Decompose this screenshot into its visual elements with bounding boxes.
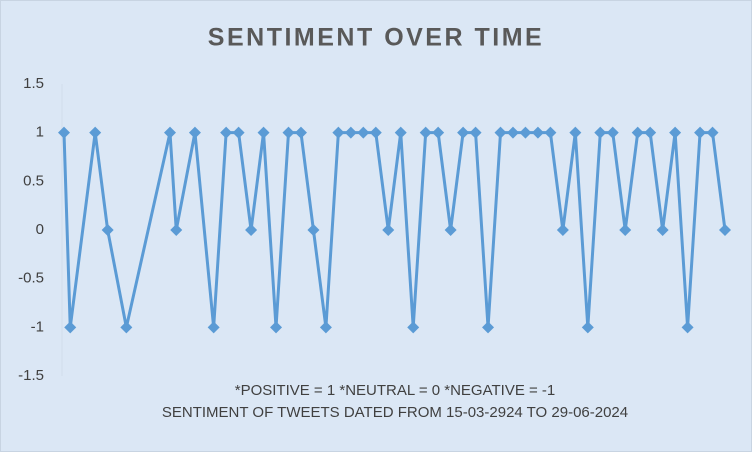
point bbox=[719, 224, 731, 236]
point bbox=[232, 126, 245, 139]
point bbox=[644, 126, 657, 139]
point bbox=[170, 224, 183, 236]
point bbox=[419, 126, 432, 139]
y-tick-label: 1 bbox=[36, 124, 44, 141]
point bbox=[257, 126, 270, 139]
point bbox=[619, 224, 632, 236]
point bbox=[444, 224, 457, 236]
point bbox=[220, 126, 233, 139]
point bbox=[581, 321, 594, 334]
point bbox=[556, 224, 569, 236]
subtitle-note: SENTIMENT OF TWEETS DATED FROM 15-03-292… bbox=[162, 404, 628, 421]
point bbox=[245, 224, 258, 236]
point bbox=[519, 126, 532, 139]
point bbox=[656, 224, 669, 236]
point bbox=[188, 126, 201, 139]
y-tick-label: -0.5 bbox=[18, 270, 44, 287]
point bbox=[506, 126, 519, 139]
point bbox=[482, 321, 495, 334]
point bbox=[319, 321, 332, 334]
point bbox=[307, 224, 320, 236]
point bbox=[64, 321, 77, 334]
legend-note: *POSITIVE = 1 *NEUTRAL = 0 *NEGATIVE = -… bbox=[235, 382, 556, 399]
point bbox=[606, 126, 619, 139]
point bbox=[332, 126, 345, 139]
y-tick-label: 0 bbox=[36, 221, 44, 238]
point bbox=[270, 321, 283, 334]
point bbox=[544, 126, 557, 139]
point bbox=[369, 126, 382, 139]
point bbox=[681, 321, 694, 334]
point bbox=[594, 126, 607, 139]
line bbox=[62, 131, 727, 329]
point bbox=[382, 224, 395, 236]
point bbox=[164, 126, 177, 139]
point bbox=[469, 126, 482, 139]
point bbox=[669, 126, 682, 139]
point bbox=[432, 126, 445, 139]
point bbox=[294, 126, 307, 139]
point bbox=[569, 126, 582, 139]
point bbox=[207, 321, 220, 334]
chart-title: SENTIMENT OVER TIME bbox=[208, 24, 544, 52]
point bbox=[394, 126, 407, 139]
y-tick-label: 1.5 bbox=[23, 75, 44, 92]
point bbox=[58, 126, 70, 139]
point bbox=[344, 126, 357, 139]
point bbox=[89, 126, 102, 139]
point bbox=[494, 126, 507, 139]
point bbox=[101, 224, 114, 236]
point bbox=[457, 126, 470, 139]
y-tick-label: 0.5 bbox=[23, 172, 44, 189]
point bbox=[120, 321, 133, 334]
y-tick-label: -1 bbox=[31, 318, 44, 335]
point bbox=[706, 126, 719, 139]
y-tick-label: -1.5 bbox=[18, 367, 44, 384]
point bbox=[357, 126, 370, 139]
point bbox=[282, 126, 295, 139]
point bbox=[531, 126, 544, 139]
point bbox=[631, 126, 644, 139]
point bbox=[407, 321, 420, 334]
point bbox=[694, 126, 707, 139]
